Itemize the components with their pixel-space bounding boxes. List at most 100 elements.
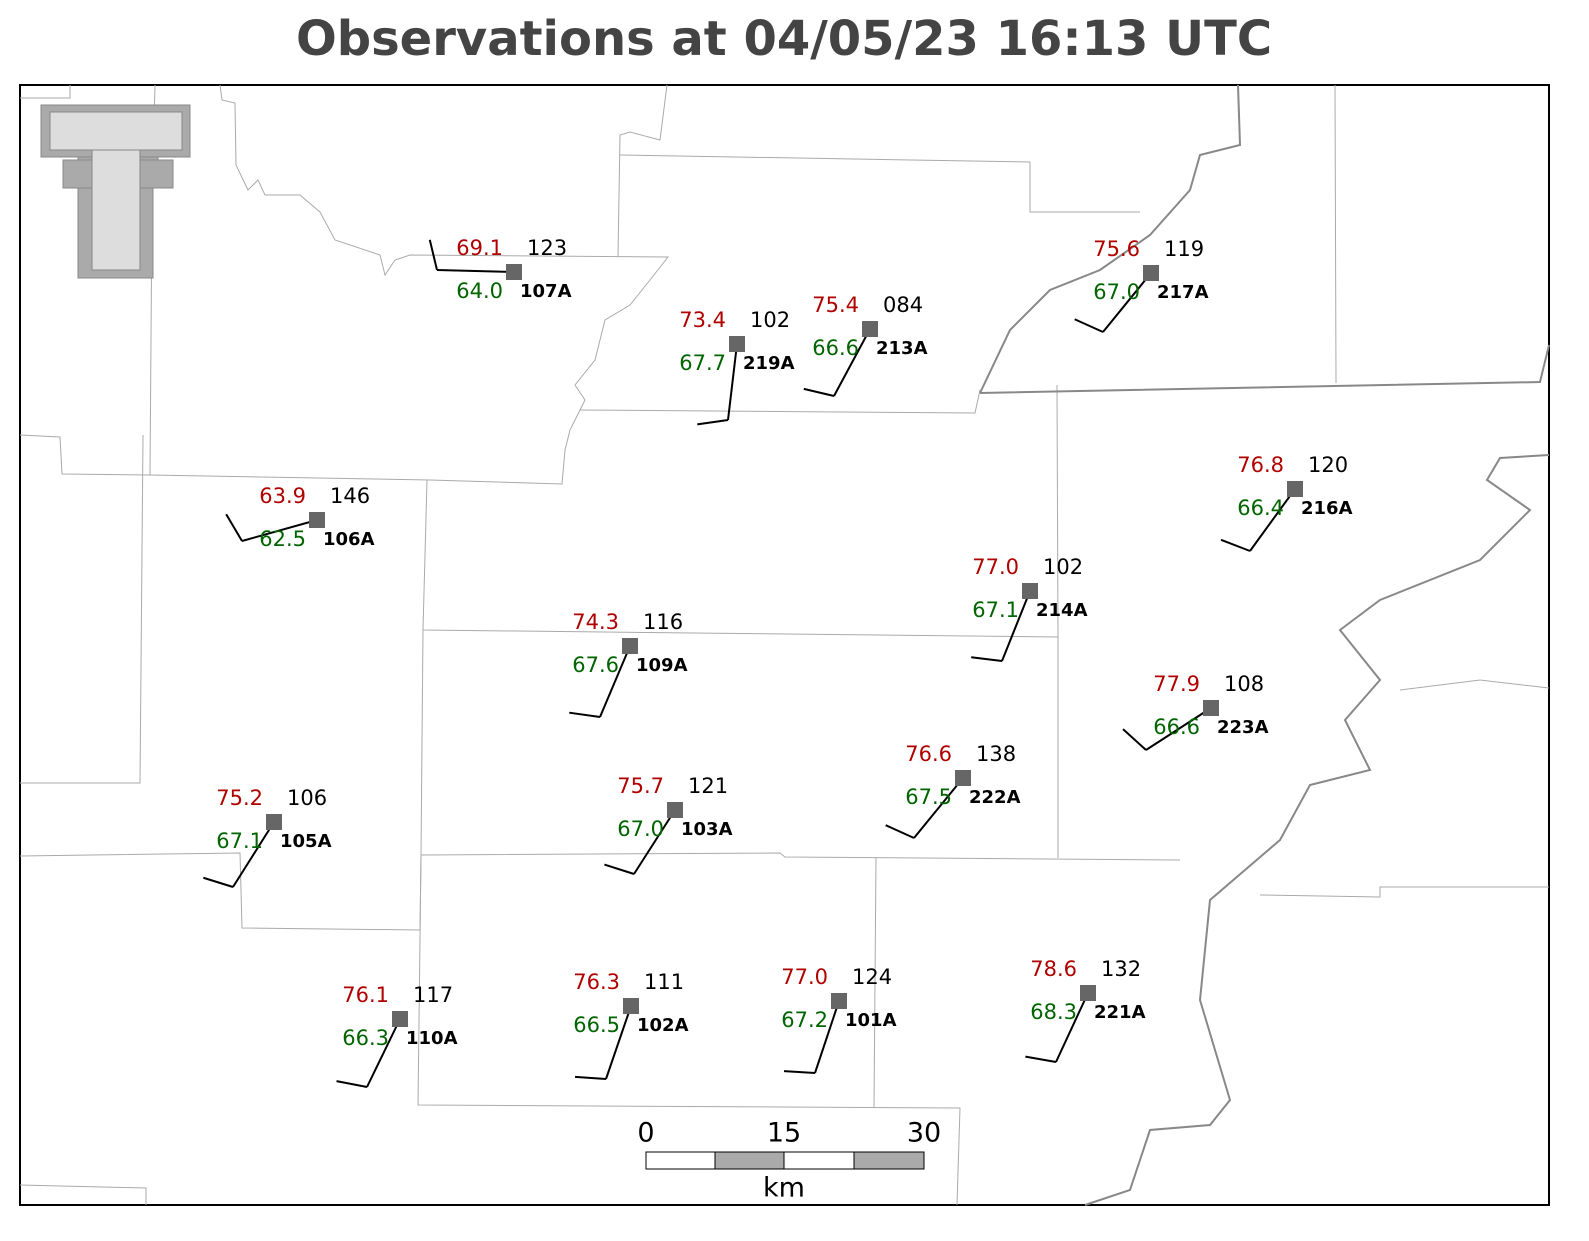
temperature: 69.1 xyxy=(456,236,503,260)
wind-barb xyxy=(1025,1055,1057,1063)
temperature: 74.3 xyxy=(572,610,619,634)
wind-barb-shaft xyxy=(1249,488,1296,552)
station-plot: 75.4 084 66.6 213A xyxy=(803,293,928,397)
station-marker xyxy=(1287,481,1303,497)
pressure: 146 xyxy=(330,484,370,508)
temperature: 75.4 xyxy=(812,293,859,317)
pressure: 121 xyxy=(688,774,728,798)
wind-barb xyxy=(574,1075,607,1080)
temperature: 77.0 xyxy=(972,555,1019,579)
temperature: 76.6 xyxy=(905,742,952,766)
station-marker xyxy=(309,512,325,528)
dewpoint: 66.6 xyxy=(1153,715,1200,739)
station-id: 213A xyxy=(876,338,928,359)
wind-barb xyxy=(1220,538,1251,552)
station-id: 223A xyxy=(1217,717,1269,738)
station-plot: 74.3 116 67.6 109A xyxy=(569,610,688,718)
wind-barb xyxy=(885,824,915,839)
pressure: 123 xyxy=(527,236,567,260)
pressure: 116 xyxy=(643,610,683,634)
pressure: 124 xyxy=(852,965,892,989)
pressure: 132 xyxy=(1101,957,1141,981)
dewpoint: 67.1 xyxy=(972,598,1019,622)
station-plot: 76.6 138 67.5 222A xyxy=(885,742,1021,839)
dewpoint: 62.5 xyxy=(259,527,306,551)
station-plot: 77.0 124 67.2 101A xyxy=(781,965,897,1074)
station-plot: 75.7 121 67.0 103A xyxy=(604,774,733,875)
dewpoint: 67.0 xyxy=(617,817,664,841)
station-marker xyxy=(1080,985,1096,1001)
wind-barb xyxy=(336,1080,368,1088)
wind-barb xyxy=(203,876,234,888)
wind-barb xyxy=(697,419,729,426)
station-id: 102A xyxy=(637,1015,689,1036)
temperature: 75.7 xyxy=(617,774,664,798)
scale-tick-label: 30 xyxy=(907,1118,941,1149)
wind-barb xyxy=(1074,318,1104,333)
dewpoint: 66.4 xyxy=(1237,496,1284,520)
station-marker xyxy=(506,264,522,280)
station-marker xyxy=(1143,265,1159,281)
wind-barb-shaft xyxy=(833,328,871,397)
station-marker xyxy=(831,993,847,1009)
wind-barb xyxy=(803,387,835,397)
station-id: 106A xyxy=(323,529,375,550)
wind-barb xyxy=(971,656,1003,662)
wind-barb-shaft xyxy=(232,821,275,888)
wind-barb-shaft xyxy=(633,809,676,875)
temperature: 76.3 xyxy=(573,970,620,994)
wind-barb-shaft xyxy=(436,269,515,273)
station-marker xyxy=(392,1011,408,1027)
station-marker xyxy=(622,638,638,654)
wind-barb-shaft xyxy=(913,777,964,839)
station-marker xyxy=(862,321,878,337)
wind-barb xyxy=(225,513,243,542)
dewpoint: 67.0 xyxy=(1093,280,1140,304)
station-id: 216A xyxy=(1301,498,1353,519)
station-id: 103A xyxy=(681,819,733,840)
station-plot: 76.8 120 66.4 216A xyxy=(1220,453,1353,552)
scale-unit: km xyxy=(763,1173,805,1204)
wind-barb-shaft xyxy=(1001,590,1031,662)
station-id: 219A xyxy=(743,353,795,374)
temperature: 73.4 xyxy=(679,308,726,332)
scale-tick-label: 0 xyxy=(637,1118,654,1149)
station-marker xyxy=(1203,700,1219,716)
pressure: 119 xyxy=(1164,237,1204,261)
dewpoint: 67.2 xyxy=(781,1008,828,1032)
dewpoint: 67.5 xyxy=(905,785,952,809)
station-id: 221A xyxy=(1094,1002,1146,1023)
temperature: 76.8 xyxy=(1237,453,1284,477)
pressure: 102 xyxy=(750,308,790,332)
station-plot: 77.0 102 67.1 214A xyxy=(971,555,1088,662)
station-marker xyxy=(1022,583,1038,599)
station-plot: 75.6 119 67.0 217A xyxy=(1074,237,1209,333)
temperature: 77.0 xyxy=(781,965,828,989)
wind-barb-shaft xyxy=(599,645,631,718)
pressure: 106 xyxy=(287,786,327,810)
wind-barb-shaft xyxy=(727,343,738,421)
wind-barb-shaft xyxy=(1145,707,1212,751)
station-plot: 73.4 102 67.7 219A xyxy=(679,308,795,426)
station-id: 217A xyxy=(1157,282,1209,303)
dewpoint: 67.6 xyxy=(572,653,619,677)
scale-bar: 0 15 30 km xyxy=(637,1118,941,1204)
station-marker xyxy=(266,814,282,830)
wind-barb-shaft xyxy=(366,1018,401,1088)
map-frame xyxy=(19,84,1550,1206)
dewpoint: 67.1 xyxy=(216,829,263,853)
scale-tick-label: 15 xyxy=(767,1118,801,1149)
station-id: 214A xyxy=(1036,600,1088,621)
wind-barb xyxy=(783,1070,816,1074)
station-marker xyxy=(623,998,639,1014)
station-id: 105A xyxy=(280,831,332,852)
pressure: 120 xyxy=(1308,453,1348,477)
title: Observations at 04/05/23 16:13 UTC xyxy=(296,11,1272,67)
station-plot: 69.1 123 64.0 107A xyxy=(428,236,572,303)
dewpoint: 66.6 xyxy=(812,336,859,360)
station-marker xyxy=(955,770,971,786)
wind-barb-shaft xyxy=(814,1000,840,1074)
station-id: 109A xyxy=(636,655,688,676)
dewpoint: 66.3 xyxy=(342,1026,389,1050)
